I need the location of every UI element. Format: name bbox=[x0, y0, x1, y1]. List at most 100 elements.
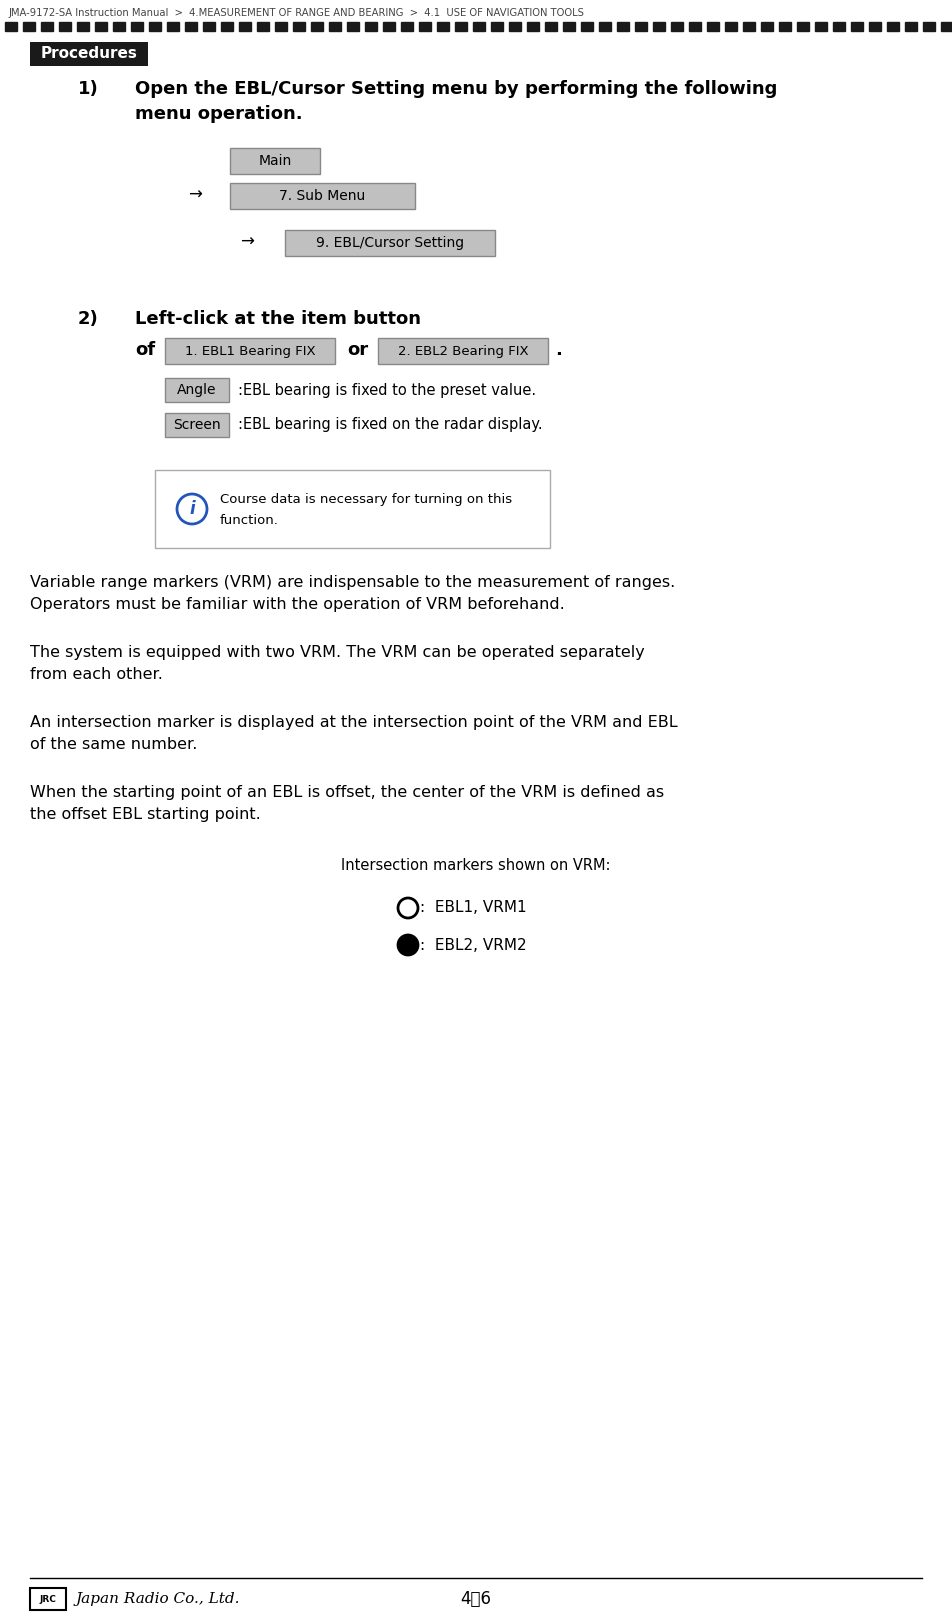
FancyBboxPatch shape bbox=[378, 339, 548, 364]
Text: JRC: JRC bbox=[40, 1594, 56, 1604]
Text: 2. EBL2 Bearing FIX: 2. EBL2 Bearing FIX bbox=[398, 345, 528, 358]
Bar bbox=[311, 23, 323, 31]
Bar bbox=[725, 23, 737, 31]
Bar bbox=[797, 23, 809, 31]
Text: Left-click at the item button: Left-click at the item button bbox=[135, 309, 421, 327]
Text: →: → bbox=[240, 233, 254, 251]
FancyBboxPatch shape bbox=[165, 339, 335, 364]
Bar bbox=[527, 23, 539, 31]
Text: Screen: Screen bbox=[173, 418, 221, 433]
Bar bbox=[437, 23, 449, 31]
FancyBboxPatch shape bbox=[165, 413, 229, 437]
Bar bbox=[329, 23, 341, 31]
Text: Course data is necessary for turning on this: Course data is necessary for turning on … bbox=[220, 492, 512, 505]
Bar bbox=[131, 23, 143, 31]
Bar bbox=[257, 23, 269, 31]
Bar bbox=[149, 23, 161, 31]
Bar bbox=[365, 23, 377, 31]
Text: When the starting point of an EBL is offset, the center of the VRM is defined as: When the starting point of an EBL is off… bbox=[30, 786, 664, 800]
Bar bbox=[689, 23, 701, 31]
Text: :EBL bearing is fixed to the preset value.: :EBL bearing is fixed to the preset valu… bbox=[238, 382, 536, 397]
Bar bbox=[59, 23, 71, 31]
Bar bbox=[293, 23, 305, 31]
FancyBboxPatch shape bbox=[155, 470, 550, 548]
Bar bbox=[95, 23, 107, 31]
Circle shape bbox=[398, 935, 418, 956]
Text: Procedures: Procedures bbox=[41, 47, 137, 62]
Bar bbox=[815, 23, 827, 31]
Text: 1): 1) bbox=[78, 79, 99, 97]
Text: 4－6: 4－6 bbox=[461, 1589, 491, 1609]
Bar bbox=[5, 23, 17, 31]
Bar bbox=[869, 23, 881, 31]
Text: →: → bbox=[188, 186, 202, 204]
Bar bbox=[23, 23, 35, 31]
Bar bbox=[275, 23, 287, 31]
Bar bbox=[671, 23, 683, 31]
Text: The system is equipped with two VRM. The VRM can be operated separately: The system is equipped with two VRM. The… bbox=[30, 645, 645, 659]
Bar bbox=[581, 23, 593, 31]
FancyBboxPatch shape bbox=[285, 230, 495, 256]
Text: 9. EBL/Cursor Setting: 9. EBL/Cursor Setting bbox=[316, 237, 464, 249]
Text: JMA-9172-SA Instruction Manual  >  4.MEASUREMENT OF RANGE AND BEARING  >  4.1  U: JMA-9172-SA Instruction Manual > 4.MEASU… bbox=[8, 8, 584, 18]
Text: i: i bbox=[189, 501, 195, 518]
FancyBboxPatch shape bbox=[230, 147, 320, 173]
Text: :  EBL1, VRM1: : EBL1, VRM1 bbox=[420, 901, 526, 915]
Bar bbox=[563, 23, 575, 31]
Text: Intersection markers shown on VRM:: Intersection markers shown on VRM: bbox=[341, 859, 611, 873]
Bar bbox=[617, 23, 629, 31]
Bar bbox=[599, 23, 611, 31]
Text: An intersection marker is displayed at the intersection point of the VRM and EBL: An intersection marker is displayed at t… bbox=[30, 714, 678, 731]
Bar bbox=[77, 23, 89, 31]
Bar bbox=[851, 23, 863, 31]
Bar bbox=[635, 23, 647, 31]
Bar bbox=[419, 23, 431, 31]
Text: function.: function. bbox=[220, 514, 279, 526]
Text: Main: Main bbox=[258, 154, 291, 168]
Bar bbox=[347, 23, 359, 31]
Circle shape bbox=[177, 494, 207, 523]
Bar bbox=[509, 23, 521, 31]
Text: :EBL bearing is fixed on the radar display.: :EBL bearing is fixed on the radar displ… bbox=[238, 418, 543, 433]
Bar bbox=[653, 23, 665, 31]
Bar bbox=[905, 23, 917, 31]
Bar bbox=[455, 23, 467, 31]
Bar bbox=[239, 23, 251, 31]
Text: :  EBL2, VRM2: : EBL2, VRM2 bbox=[420, 938, 526, 953]
Bar bbox=[383, 23, 395, 31]
Bar bbox=[833, 23, 845, 31]
Bar bbox=[779, 23, 791, 31]
Text: 7. Sub Menu: 7. Sub Menu bbox=[279, 190, 366, 202]
Text: 1. EBL1 Bearing FIX: 1. EBL1 Bearing FIX bbox=[185, 345, 315, 358]
Text: .: . bbox=[555, 340, 562, 360]
Bar bbox=[743, 23, 755, 31]
FancyBboxPatch shape bbox=[165, 377, 229, 402]
Bar bbox=[401, 23, 413, 31]
Text: Operators must be familiar with the operation of VRM beforehand.: Operators must be familiar with the oper… bbox=[30, 598, 565, 612]
Bar bbox=[941, 23, 952, 31]
Bar bbox=[221, 23, 233, 31]
Text: Open the EBL/Cursor Setting menu by performing the following: Open the EBL/Cursor Setting menu by perf… bbox=[135, 79, 778, 97]
Bar bbox=[203, 23, 215, 31]
Text: the offset EBL starting point.: the offset EBL starting point. bbox=[30, 807, 261, 821]
Text: of: of bbox=[135, 340, 155, 360]
Circle shape bbox=[398, 897, 418, 919]
Bar bbox=[167, 23, 179, 31]
Bar bbox=[41, 23, 53, 31]
Text: Japan Radio Co., Ltd.: Japan Radio Co., Ltd. bbox=[76, 1592, 241, 1605]
Text: of the same number.: of the same number. bbox=[30, 737, 197, 752]
Text: or: or bbox=[347, 340, 368, 360]
Bar bbox=[707, 23, 719, 31]
Bar bbox=[761, 23, 773, 31]
Bar bbox=[113, 23, 125, 31]
Bar bbox=[473, 23, 485, 31]
Bar bbox=[545, 23, 557, 31]
Text: 2): 2) bbox=[78, 309, 99, 327]
FancyBboxPatch shape bbox=[30, 42, 148, 66]
Text: from each other.: from each other. bbox=[30, 667, 163, 682]
FancyBboxPatch shape bbox=[230, 183, 415, 209]
Bar bbox=[185, 23, 197, 31]
Bar bbox=[923, 23, 935, 31]
Text: menu operation.: menu operation. bbox=[135, 105, 303, 123]
FancyBboxPatch shape bbox=[30, 1588, 66, 1610]
